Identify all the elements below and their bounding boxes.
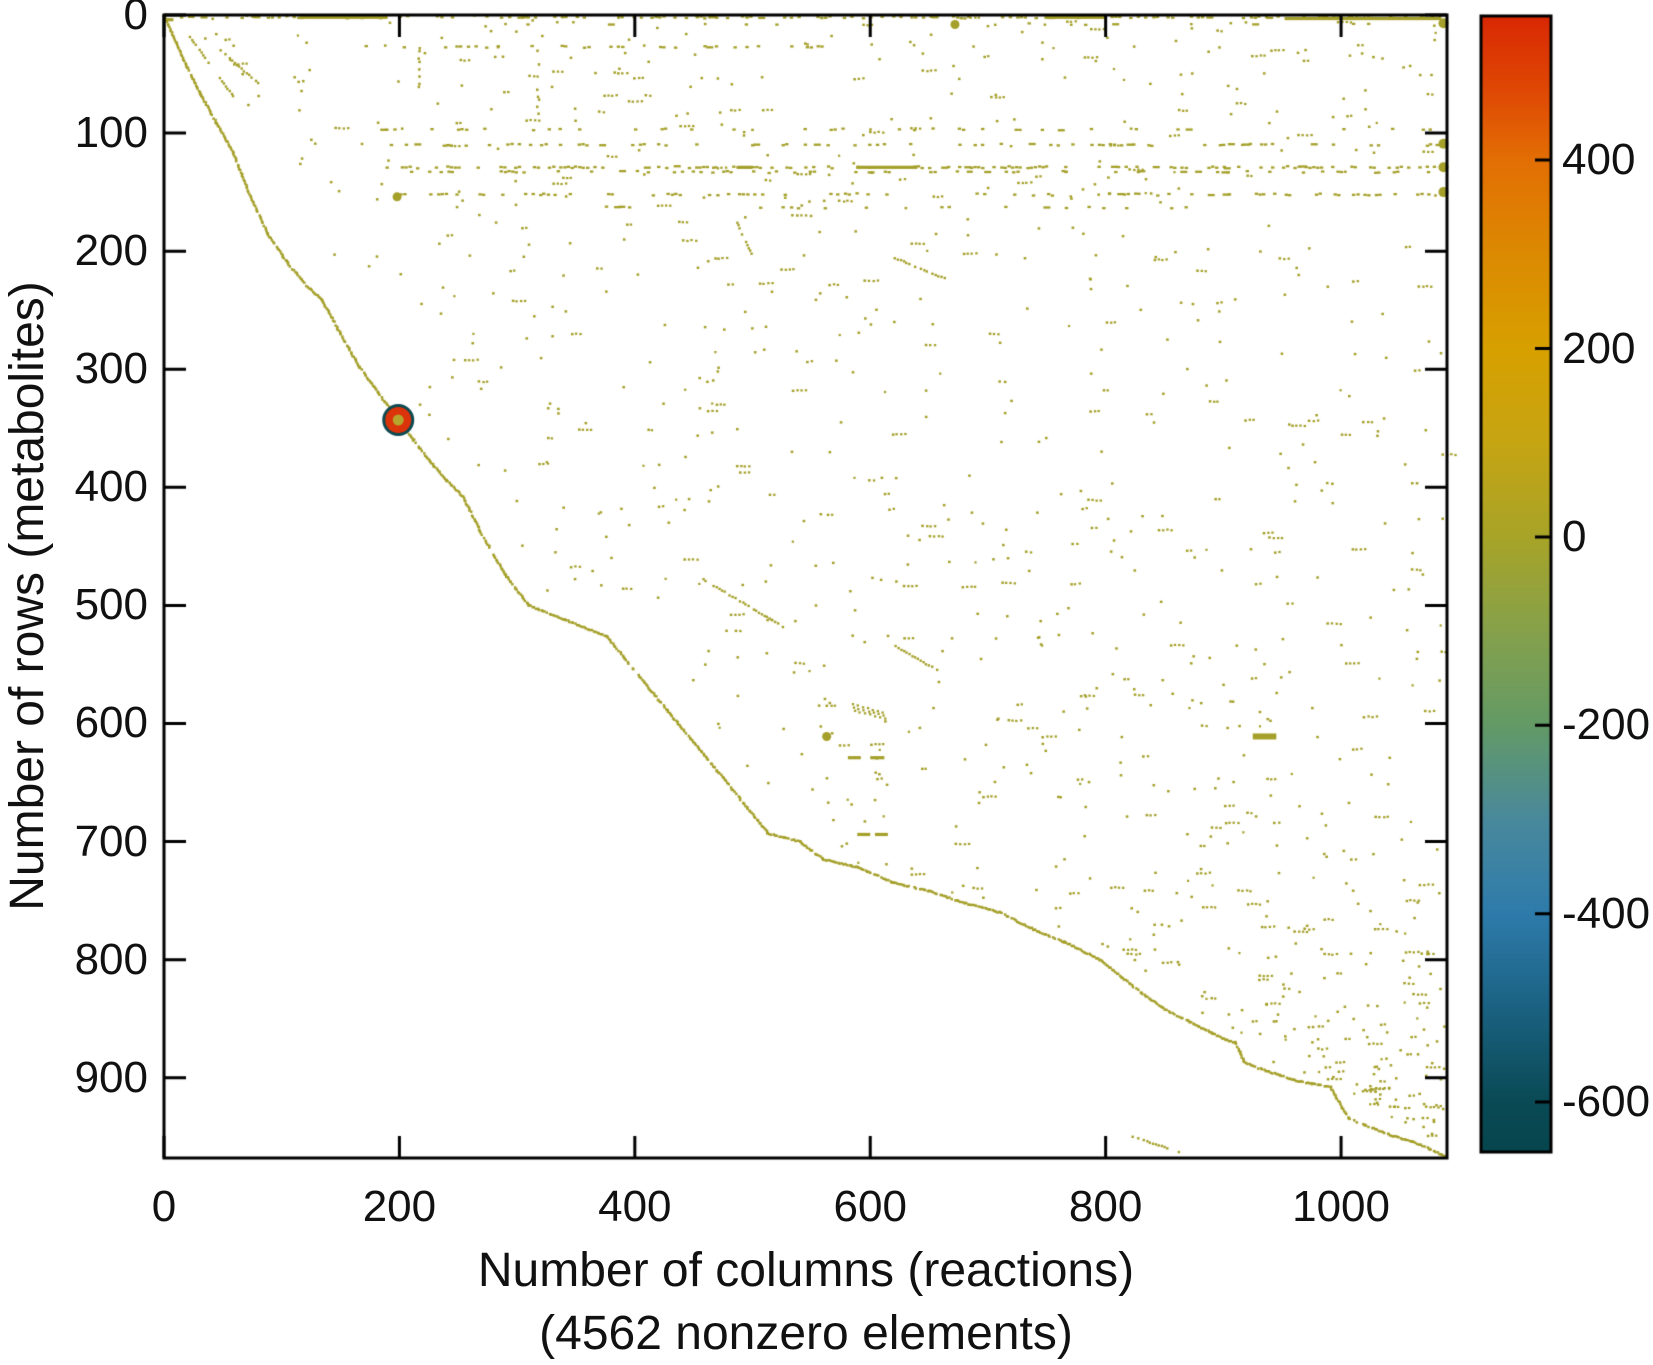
colorbar-tick-label: 200 bbox=[1562, 323, 1636, 373]
x-tick-label: 0 bbox=[151, 1182, 177, 1231]
colorbar-tick-label: 0 bbox=[1562, 511, 1587, 561]
colorbar-tick-label: -400 bbox=[1562, 888, 1651, 938]
colorbar-tick-label: -600 bbox=[1562, 1077, 1651, 1127]
y-tick-label: 100 bbox=[74, 108, 148, 158]
x-axis-sublabel-nonzero-count: (4562 nonzero elements) bbox=[539, 1307, 1073, 1360]
colorbar-tick-label: 400 bbox=[1562, 135, 1636, 185]
y-tick-label: 800 bbox=[74, 934, 148, 984]
y-tick-label: 200 bbox=[74, 226, 148, 276]
x-tick-label: 800 bbox=[1068, 1182, 1143, 1231]
y-tick-label: 500 bbox=[74, 580, 148, 630]
x-tick-label: 600 bbox=[833, 1182, 907, 1231]
colorbar-tick-label: -200 bbox=[1562, 700, 1651, 750]
x-tick-label: 400 bbox=[598, 1182, 672, 1231]
y-tick-label: 900 bbox=[74, 1052, 148, 1102]
y-tick-label: 300 bbox=[74, 344, 148, 394]
x-axis-label: Number of columns (reactions) bbox=[477, 1244, 1135, 1297]
x-tick-label: 1000 bbox=[1292, 1182, 1390, 1231]
y-tick-label: 700 bbox=[74, 816, 148, 866]
x-tick-label: 200 bbox=[362, 1182, 437, 1231]
y-tick-label: 600 bbox=[74, 698, 148, 748]
y-tick-label: 0 bbox=[123, 0, 148, 39]
y-tick-label: 400 bbox=[74, 462, 148, 512]
